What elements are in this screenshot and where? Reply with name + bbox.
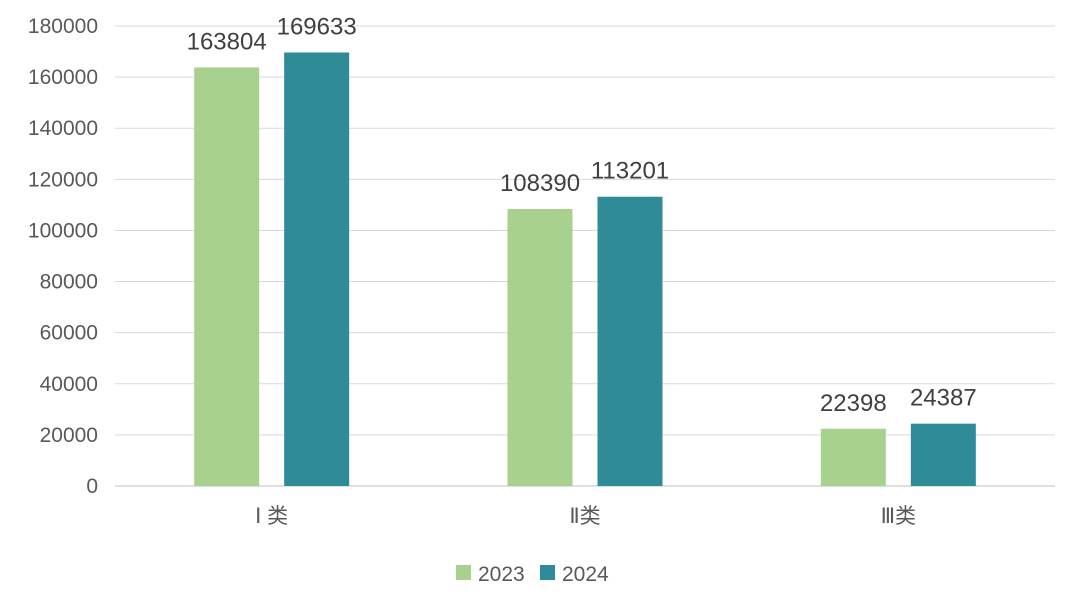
bar [507,209,573,486]
y-tick-label: 160000 [28,66,98,89]
data-label: 169633 [277,13,357,40]
legend-label: 2024 [562,563,609,586]
bar [910,423,976,486]
bar [194,67,260,487]
data-label: 113201 [591,158,669,185]
data-label: 24387 [910,385,977,412]
y-tick-label: 80000 [40,271,98,294]
legend-label: 2023 [478,563,525,586]
x-tick-label: Ⅱ类 [569,505,600,528]
bar [284,52,350,487]
data-label: 22398 [820,390,887,417]
y-tick-label: 20000 [40,424,98,447]
data-label: 108390 [500,170,580,197]
legend-swatch [456,565,471,580]
y-tick-label: 60000 [40,322,98,345]
x-tick-label: Ⅰ 类 [255,505,288,528]
y-tick-label: 140000 [28,117,98,140]
y-tick-label: 40000 [40,373,98,396]
bar [820,428,886,486]
legend-swatch [540,565,555,580]
y-tick-label: 120000 [28,168,98,191]
y-tick-label: 0 [86,475,98,498]
x-tick-label: Ⅲ类 [881,505,916,528]
y-tick-label: 180000 [28,15,98,38]
data-label: 163804 [187,28,267,55]
bar [597,196,663,486]
y-tick-label: 100000 [28,219,98,242]
